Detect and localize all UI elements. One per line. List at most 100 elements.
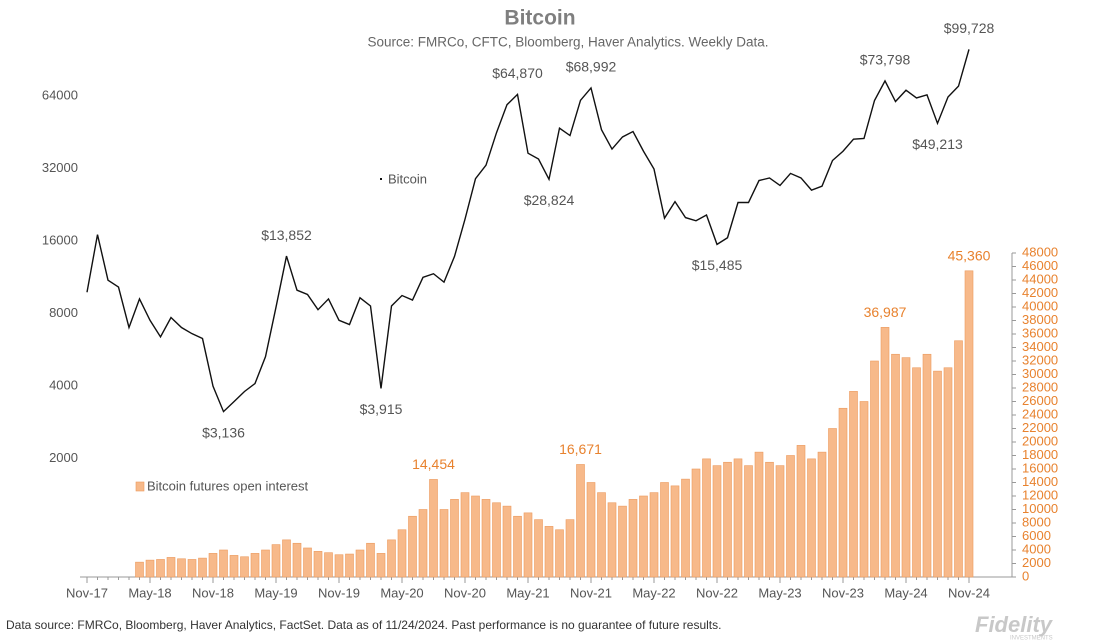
price-value-label: $3,915	[360, 401, 403, 417]
bar	[723, 461, 732, 578]
bar	[849, 391, 858, 578]
x-tick-label: May-19	[254, 585, 297, 600]
bar	[292, 542, 302, 578]
bar	[366, 542, 375, 578]
bar	[429, 479, 438, 578]
bar	[303, 547, 312, 578]
y2-tick-label: 4000	[1022, 541, 1051, 556]
y2-tick-label: 48000	[1022, 244, 1058, 259]
price-value-label: $99,728	[944, 20, 995, 36]
bar	[355, 549, 365, 578]
y2-tick-label: 38000	[1022, 312, 1058, 327]
bar-value-label: 16,671	[559, 441, 602, 457]
bar	[891, 353, 900, 578]
bar	[618, 505, 627, 578]
bar	[198, 557, 207, 578]
bar	[912, 367, 921, 578]
bar	[534, 519, 543, 578]
y2-tick-label: 10000	[1022, 501, 1058, 516]
bar	[450, 499, 459, 578]
x-tick-label: Nov-20	[444, 585, 486, 600]
y-tick-label: 4000	[49, 378, 78, 393]
logo-sub: INVESTMENTS	[1010, 636, 1053, 642]
bar	[250, 553, 260, 578]
bar	[219, 549, 228, 578]
bar	[880, 327, 890, 578]
bar	[261, 549, 270, 578]
bar	[597, 492, 606, 578]
bar	[492, 502, 501, 578]
legend-swatch	[135, 481, 145, 492]
bar	[156, 559, 165, 578]
bar	[786, 455, 795, 578]
bar	[639, 495, 648, 578]
bar	[166, 557, 176, 578]
x-tick-label: Nov-22	[696, 585, 738, 600]
price-value-label: $28,824	[524, 192, 575, 208]
bar	[460, 492, 470, 578]
bar-value-label: 45,360	[948, 248, 991, 264]
bar-value-label: 14,454	[412, 456, 455, 472]
bar	[229, 555, 239, 578]
x-tick-label: Nov-24	[948, 585, 990, 600]
bar	[807, 458, 816, 578]
x-tick-label: Nov-19	[318, 585, 360, 600]
bar	[954, 340, 963, 578]
x-tick-label: May-24	[884, 585, 927, 600]
bar	[177, 558, 186, 578]
bar	[334, 554, 344, 578]
x-tick-label: Nov-17	[66, 585, 108, 600]
bar	[870, 360, 879, 578]
logo-text: Fidelity	[975, 612, 1054, 637]
bar	[712, 465, 722, 578]
bar-value-label: 36,987	[864, 304, 907, 320]
y2-tick-label: 2000	[1022, 555, 1051, 570]
bar	[324, 552, 333, 578]
y2-tick-label: 12000	[1022, 487, 1058, 502]
bar	[859, 401, 869, 578]
y2-tick-label: 36000	[1022, 325, 1058, 340]
bar	[649, 492, 659, 578]
y2-tick-label: 20000	[1022, 433, 1058, 448]
bar	[282, 539, 291, 578]
y2-tick-label: 16000	[1022, 460, 1058, 475]
bar	[691, 468, 701, 578]
chart-subtitle: Source: FMRCo, CFTC, Bloomberg, Haver An…	[367, 35, 768, 50]
price-value-label: $3,136	[202, 424, 245, 440]
x-tick-label: May-22	[632, 585, 675, 600]
bar	[838, 407, 848, 578]
price-value-label: $49,213	[912, 136, 963, 152]
bar	[240, 556, 249, 578]
bar	[943, 367, 953, 578]
bar	[408, 515, 417, 578]
chart-title: Bitcoin	[504, 7, 575, 30]
bar	[439, 509, 449, 578]
bar	[135, 561, 144, 578]
y-tick-label: 64000	[42, 87, 78, 102]
bar	[471, 495, 480, 578]
y2-tick-label: 34000	[1022, 339, 1058, 354]
x-tick-label: May-21	[506, 585, 549, 600]
y2-tick-label: 30000	[1022, 366, 1058, 381]
y2-tick-label: 44000	[1022, 271, 1058, 286]
bar	[828, 428, 837, 578]
bar	[418, 509, 428, 578]
bar	[345, 553, 354, 578]
bar	[397, 529, 407, 578]
x-tick-label: Nov-23	[822, 585, 864, 600]
bar	[187, 559, 197, 578]
x-tick-label: May-20	[380, 585, 423, 600]
bar	[313, 551, 323, 578]
y-tick-label: 8000	[49, 305, 78, 320]
x-tick-label: Nov-21	[570, 585, 612, 600]
y2-tick-label: 32000	[1022, 352, 1058, 367]
bar	[754, 451, 764, 578]
x-tick-label: May-18	[128, 585, 171, 600]
y-tick-label: 32000	[42, 160, 78, 175]
y2-tick-label: 40000	[1022, 298, 1058, 313]
footnote: Data source: FMRCo, Bloomberg, Haver Ana…	[6, 618, 721, 632]
bar	[702, 458, 711, 578]
y2-tick-label: 8000	[1022, 514, 1051, 529]
bar	[387, 539, 396, 578]
